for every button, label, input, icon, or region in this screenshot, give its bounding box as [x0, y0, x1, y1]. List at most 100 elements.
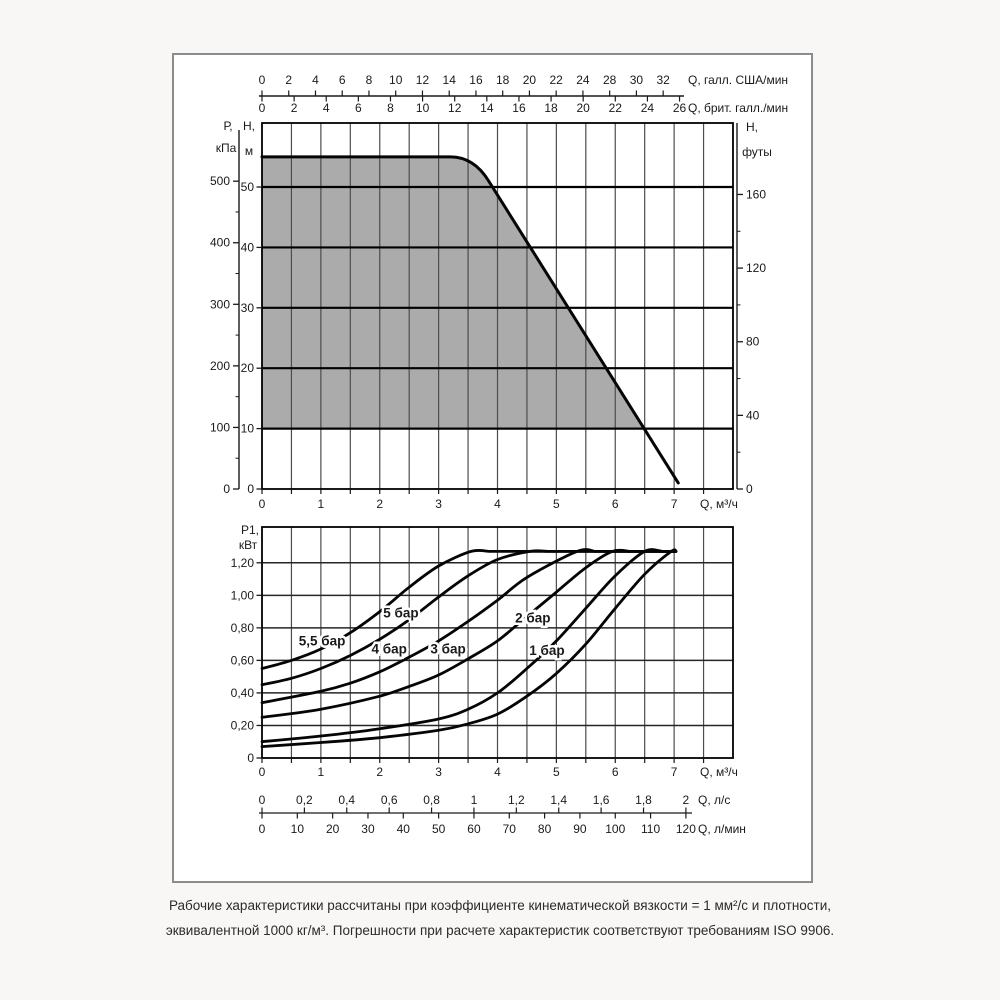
flow-axis-tick-label: 3: [435, 497, 442, 511]
impgpm-tick-label: 4: [323, 101, 330, 115]
flow2-axis-tick-label: 3: [435, 765, 442, 779]
flow-axis-unit: Q, м³/ч: [700, 497, 738, 511]
lmin-tick-label: 80: [538, 822, 552, 836]
curve-label-2: 5 бар: [383, 606, 418, 621]
power-axis-tick-label: 0,40: [231, 686, 255, 700]
ls-tick-label: 0,8: [423, 793, 440, 807]
lmin-tick-label: 70: [503, 822, 517, 836]
impgpm-tick-label: 14: [480, 101, 494, 115]
power-curve-5: [260, 548, 678, 744]
feet-axis-tick-label: 160: [746, 187, 766, 201]
power-axis-title: кВт: [239, 538, 258, 552]
lmin-tick-label: 120: [676, 822, 696, 836]
usgpm-tick-label: 16: [469, 73, 483, 87]
head-axis-tick-label: 10: [241, 422, 255, 436]
ls-tick-label: 1: [471, 793, 478, 807]
usgpm-tick-label: 24: [576, 73, 590, 87]
power-axis-tick-label: 1,00: [231, 588, 255, 602]
impgpm-tick-label: 18: [544, 101, 558, 115]
head-axis-title: H,: [243, 119, 255, 133]
feet-axis-tick-label: 40: [746, 408, 760, 422]
impgpm-tick-label: 12: [448, 101, 462, 115]
usgpm-tick-label: 18: [496, 73, 510, 87]
flow-axis-tick-label: 5: [553, 497, 560, 511]
impgpm-tick-label: 2: [291, 101, 298, 115]
impgpm-tick-label: 20: [577, 101, 591, 115]
usgpm-tick-label: 20: [523, 73, 537, 87]
usgpm-tick-label: 14: [443, 73, 457, 87]
lmin-tick-label: 110: [641, 822, 660, 836]
flow2-axis-tick-label: 7: [671, 765, 678, 779]
feet-axis-title: футы: [742, 145, 772, 159]
ls-tick-label: 0,2: [296, 793, 313, 807]
feet-axis-tick-label: 0: [746, 482, 753, 496]
flow2-axis-tick-label: 1: [318, 765, 325, 779]
flow2-axis-tick-label: 6: [612, 765, 619, 779]
lmin-tick-label: 40: [397, 822, 411, 836]
flow-axis-tick-label: 4: [494, 497, 501, 511]
usgpm-tick-label: 8: [366, 73, 373, 87]
lmin-tick-label: 100: [605, 822, 625, 836]
curve-label-5: 2 бар: [515, 611, 550, 626]
power-axis-tick-label: 0: [247, 751, 254, 765]
ls-tick-label: 2: [683, 793, 690, 807]
ls-tick-label: 0,6: [381, 793, 398, 807]
footnote-line1: Рабочие характеристики рассчитаны при ко…: [168, 898, 832, 913]
power-curve-2: [260, 549, 678, 687]
footnote-line2: эквивалентной 1000 кг/м³. Погрешности пр…: [165, 923, 835, 938]
usgpm-tick-label: 4: [312, 73, 319, 87]
lmin-tick-label: 60: [467, 822, 481, 836]
usgpm-tick-label: 10: [389, 73, 403, 87]
lmin-tick-label: 30: [361, 822, 375, 836]
operating-range-area: [262, 156, 645, 429]
ls-tick-label: 1,8: [635, 793, 652, 807]
head-axis-tick-label: 20: [241, 361, 255, 375]
lmin-tick-label: 20: [326, 822, 340, 836]
usgpm-tick-label: 0: [259, 73, 266, 87]
impgpm-axis-unit: Q, брит. галл./мин: [688, 101, 788, 115]
ls-tick-label: 1,4: [550, 793, 567, 807]
impgpm-tick-label: 16: [512, 101, 526, 115]
pressure-axis-title: кПа: [216, 141, 237, 155]
ls-tick-label: 1,2: [508, 793, 525, 807]
curve-label-3: 4 бар: [371, 642, 406, 657]
impgpm-tick-label: 24: [641, 101, 655, 115]
curve-label-4: 3 бар: [430, 642, 465, 657]
impgpm-tick-label: 6: [355, 101, 362, 115]
impgpm-tick-label: 10: [416, 101, 430, 115]
feet-axis-tick-label: 80: [746, 335, 760, 349]
usgpm-axis-unit: Q, галл. США/мин: [688, 73, 788, 87]
feet-axis-tick-label: 120: [746, 261, 766, 275]
head-axis-tick-label: 0: [247, 482, 254, 496]
lmin-tick-label: 10: [291, 822, 305, 836]
flow2-axis-tick-label: 0: [259, 765, 266, 779]
pressure-axis-title: Р,: [223, 119, 232, 133]
head-axis-tick-label: 30: [241, 301, 255, 315]
lmin-tick-label: 90: [573, 822, 587, 836]
flow-axis-tick-label: 0: [259, 497, 266, 511]
power-axis-title: Р1,: [241, 523, 259, 537]
impgpm-tick-label: 22: [609, 101, 623, 115]
pressure-axis-tick-label: 0: [223, 482, 230, 496]
usgpm-tick-label: 28: [603, 73, 617, 87]
usgpm-tick-label: 12: [416, 73, 430, 87]
curve-label-6: 1 бар: [529, 643, 564, 658]
pressure-axis-tick-label: 400: [210, 236, 230, 250]
flow2-axis-tick-label: 4: [494, 765, 501, 779]
flow-axis-tick-label: 6: [612, 497, 619, 511]
pressure-axis-tick-label: 100: [210, 420, 230, 434]
head-axis-title: м: [245, 144, 253, 158]
power-curve-1: [260, 548, 678, 670]
pressure-axis-tick-label: 200: [210, 359, 230, 373]
footnote: Рабочие характеристики рассчитаны при ко…: [0, 893, 1000, 943]
lmin-tick-label: 0: [259, 822, 266, 836]
usgpm-tick-label: 2: [285, 73, 292, 87]
pressure-axis-tick-label: 300: [210, 297, 230, 311]
feet-axis-title: H,: [746, 120, 758, 134]
ls-tick-label: 1,6: [593, 793, 610, 807]
head-axis-tick-label: 50: [241, 180, 255, 194]
usgpm-tick-label: 22: [550, 73, 564, 87]
ls-tick-label: 0: [259, 793, 266, 807]
flow2-axis-tick-label: 2: [376, 765, 383, 779]
